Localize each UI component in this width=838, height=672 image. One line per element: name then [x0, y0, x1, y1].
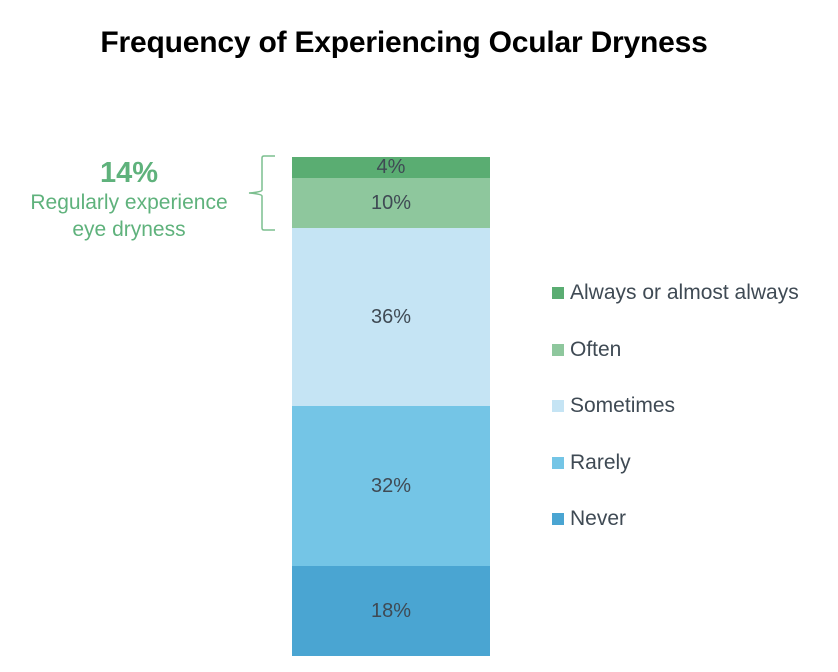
bar-segment-rarely: 32%	[292, 406, 490, 566]
legend-label: Sometimes	[570, 394, 676, 417]
legend-label: Rarely	[570, 450, 631, 474]
segment-label: 18%	[370, 599, 412, 622]
segment-label: 10%	[370, 191, 412, 214]
legend-label: Always or almost always	[570, 281, 799, 304]
callout-line-1: Regularly experience	[30, 191, 228, 214]
callout-value: 14%	[99, 157, 159, 189]
bar-segment-sometimes: 36%	[292, 228, 490, 406]
chart-title: Frequency of Experiencing Ocular Dryness	[100, 26, 708, 59]
segment-label: 32%	[370, 474, 412, 497]
bar-segment-always-or-almost-always: 4%	[292, 156, 490, 178]
curly-brace-icon	[248, 155, 275, 231]
legend-swatch-icon	[552, 456, 564, 469]
legend-swatch-icon	[552, 513, 564, 525]
legend-item: Sometimes	[552, 393, 675, 419]
legend-swatch-icon	[552, 343, 564, 356]
legend-swatch-icon	[552, 287, 564, 299]
segment-label: 36%	[370, 305, 412, 328]
callout-line-2: eye dryness	[72, 218, 186, 241]
bar-segment-never: 18%	[292, 566, 490, 656]
legend-swatch-icon	[552, 400, 564, 412]
legend-item: Often	[552, 337, 621, 363]
regular-dryness-callout: 14% Regularly experience eye dryness	[0, 157, 258, 243]
legend-item: Never	[552, 506, 626, 532]
bar-segment-often: 10%	[292, 178, 490, 228]
stacked-bar: 4% 10% 36% 32% 18%	[292, 156, 490, 656]
legend-item: Always or almost always	[552, 280, 799, 306]
legend-label: Never	[570, 507, 627, 530]
legend-label: Often	[570, 337, 622, 361]
legend-item: Rarely	[552, 450, 631, 476]
segment-label: 4%	[376, 156, 406, 178]
